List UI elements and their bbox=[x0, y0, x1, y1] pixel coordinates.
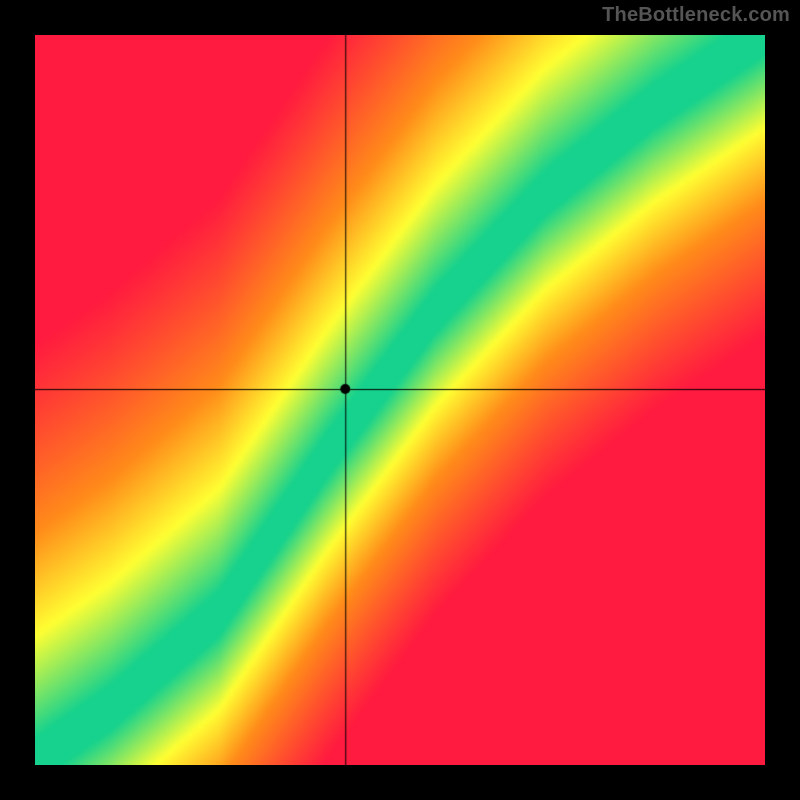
chart-container: TheBottleneck.com bbox=[0, 0, 800, 800]
bottleneck-heatmap bbox=[35, 35, 765, 765]
watermark-text: TheBottleneck.com bbox=[602, 4, 790, 27]
